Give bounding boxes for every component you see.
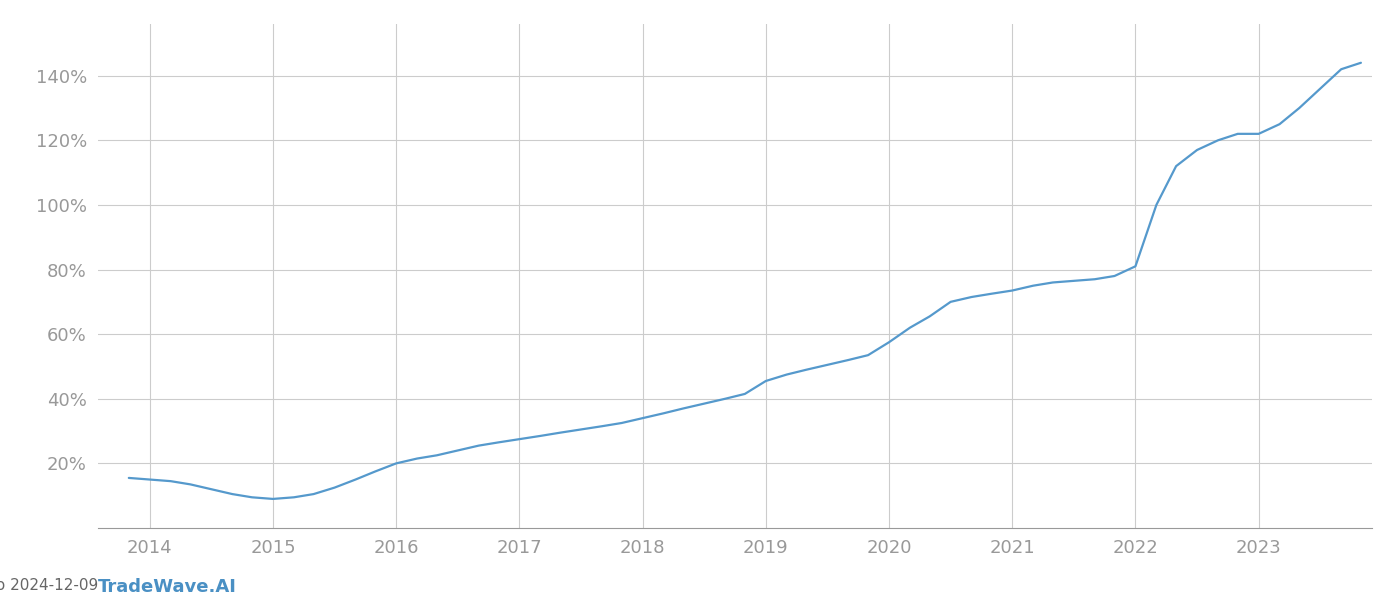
Text: TradeWave.AI: TradeWave.AI (98, 578, 237, 596)
Text: WBA TradeWave Cumulative Return Chart - 2024-10-19 to 2024-12-09: WBA TradeWave Cumulative Return Chart - … (0, 578, 98, 593)
